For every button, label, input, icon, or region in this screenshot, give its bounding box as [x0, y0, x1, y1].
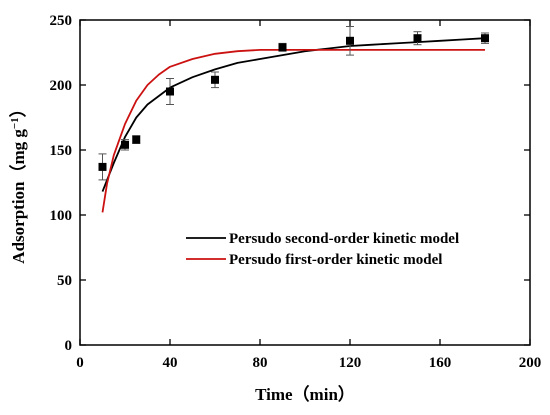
data-point [278, 43, 287, 52]
y-tick-label: 200 [50, 78, 73, 94]
y-tick-label: 250 [50, 13, 73, 29]
axis-ticks: 0 40 80 120 160 200 0 50 100 150 200 250 [50, 13, 542, 371]
data-point [132, 135, 141, 144]
x-tick-label: 120 [339, 355, 362, 371]
y-tick-label: 100 [50, 208, 73, 224]
data-point [121, 140, 129, 149]
y-axis-title-close: ） [8, 100, 28, 117]
plot-frame [79, 19, 531, 346]
x-tick-label: 80 [253, 355, 268, 371]
first-order-fit-line [101, 49, 485, 213]
series-layer [98, 26, 489, 213]
x-tick-label: 40 [163, 355, 178, 371]
x-axis-title: Time（min） [255, 384, 355, 404]
second-order-fit-line [101, 37, 486, 192]
y-axis-title: Adsorption（mg g−1） [8, 100, 28, 263]
y-tick-label: 150 [50, 143, 73, 159]
x-tick-label: 160 [429, 355, 452, 371]
legend-label-first-order: Persudo first-order kinetic model [229, 252, 442, 268]
y-axis-title-main: Adsorption（mg g [8, 129, 28, 264]
legend: Persudo second-order kinetic model Persu… [186, 231, 459, 268]
data-point [211, 75, 219, 84]
x-tick-label: 200 [519, 355, 542, 371]
x-tick-label: 0 [76, 355, 84, 371]
data-point [98, 162, 107, 171]
data-point [166, 87, 174, 96]
y-tick-label: 0 [65, 338, 73, 354]
y-tick-label: 50 [57, 273, 72, 289]
y-axis-title-sup: −1 [9, 117, 21, 129]
data-point [346, 36, 354, 45]
data-point [481, 34, 489, 43]
data-point [413, 34, 422, 43]
legend-label-second-order: Persudo second-order kinetic model [229, 231, 459, 247]
